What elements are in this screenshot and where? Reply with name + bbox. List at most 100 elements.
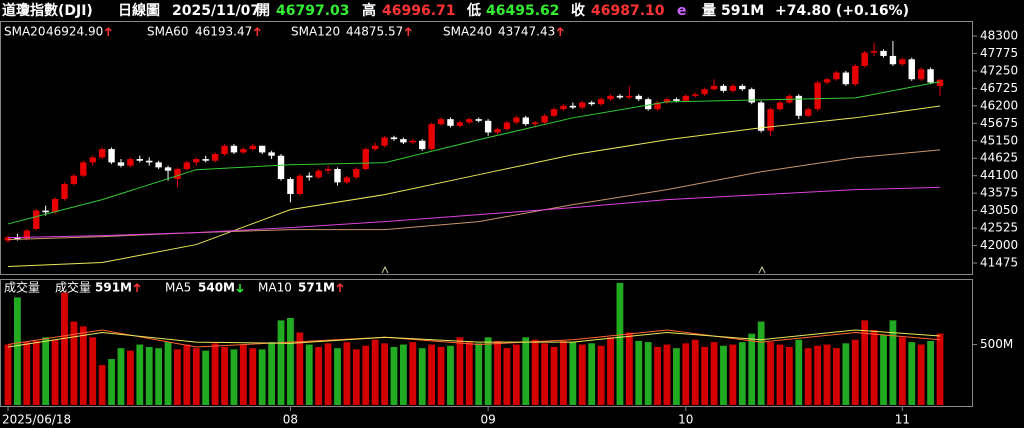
volume-bar (757, 321, 765, 405)
candle-body (692, 94, 699, 96)
volume-bar (851, 339, 859, 405)
volume-bar (51, 339, 59, 405)
candle-body (814, 82, 821, 110)
volume-bar (795, 339, 803, 405)
volume-bar (352, 349, 360, 405)
volume-bar (268, 342, 275, 405)
date: 2025/11/07 (172, 3, 260, 19)
arrow (236, 284, 244, 294)
volume-bar (475, 343, 483, 405)
volume-bar (221, 346, 228, 405)
volume-bar (89, 337, 97, 405)
volume-bar (635, 340, 643, 405)
y-tick-label: 45150 (980, 133, 1018, 147)
volume-bar (738, 342, 746, 405)
volume-bar (861, 320, 869, 405)
volume-bar (927, 340, 934, 405)
volume-bar (880, 334, 887, 405)
volume-bar (550, 346, 558, 405)
volume-bar (277, 320, 285, 405)
price-panel (0, 21, 973, 275)
candle-body (400, 139, 407, 143)
candle-body (531, 122, 539, 125)
volume-title: 成交量 (4, 280, 40, 295)
candle-body (908, 59, 915, 80)
volume-bar (898, 337, 906, 405)
volume-bar (842, 343, 850, 405)
volume-bar (343, 342, 351, 405)
candle-body (193, 159, 200, 163)
volume-bar (456, 337, 464, 405)
volume-bar (588, 343, 596, 405)
volume-bar (371, 339, 379, 405)
volume-bar (315, 346, 323, 405)
volume-bar (390, 346, 398, 405)
candle-body (729, 85, 737, 91)
candle-body (795, 95, 802, 116)
candle-body (739, 85, 746, 90)
line (7, 329, 941, 348)
volume-bar (889, 320, 897, 405)
candle-body (720, 85, 727, 91)
candle-body (61, 184, 68, 199)
volume-bar (409, 342, 417, 405)
candle-body (324, 169, 332, 171)
x-tick-label: 09 (480, 413, 495, 427)
y-tick-label: 500M (980, 337, 1013, 351)
close-label: 收 (571, 2, 586, 19)
candle-body (4, 237, 12, 241)
candle-body (353, 169, 360, 178)
volume-bar (117, 348, 125, 405)
candle-body (927, 69, 934, 83)
volume-bar (23, 342, 31, 405)
candle-body (616, 95, 624, 98)
volume-bar (230, 349, 238, 405)
legend-value: 540M (198, 281, 235, 295)
arrow (556, 26, 564, 36)
candle-body (70, 175, 78, 185)
candle-body (230, 145, 238, 153)
candle-body (202, 159, 209, 161)
candle-body (371, 145, 379, 150)
volume-bar (785, 346, 793, 405)
candle-body (296, 175, 304, 194)
candle-body (146, 160, 153, 163)
candle-body (240, 149, 247, 153)
volume-bar (79, 326, 87, 405)
volume-bar (287, 317, 294, 405)
candle-body (579, 102, 586, 108)
legend-value: 571M (298, 281, 335, 295)
candle-body (258, 145, 266, 153)
volume-bar (936, 333, 944, 405)
candle-body (644, 99, 652, 110)
marker (381, 265, 766, 274)
candle-body (183, 162, 191, 170)
arrow (133, 282, 141, 292)
volume-bar (305, 344, 313, 405)
candle-body (748, 89, 755, 103)
volume-bar (381, 343, 388, 405)
volume-bar (437, 346, 445, 405)
line (7, 329, 941, 348)
volume-bar (833, 348, 840, 405)
candle-body (306, 175, 313, 178)
legend-name: MA5 (165, 281, 191, 295)
candle-body (456, 122, 464, 126)
y-tick-label: 47775 (980, 46, 1018, 60)
volume-bar (324, 343, 332, 405)
candle-body (494, 129, 501, 133)
line (7, 105, 941, 268)
y-tick-label: 44100 (980, 168, 1018, 182)
candle-body (428, 124, 435, 150)
legend-value: 591M (95, 281, 132, 295)
close: 46987.10 (591, 3, 665, 19)
candle-body (108, 149, 115, 163)
volume-bar (616, 282, 624, 405)
volume: 591M (721, 3, 764, 19)
legend-value: 44875.57 (346, 25, 403, 39)
volume-bar (522, 337, 530, 405)
y-tick-label: 46200 (980, 98, 1018, 112)
volume-bar (578, 344, 586, 405)
candle-body (174, 169, 181, 180)
